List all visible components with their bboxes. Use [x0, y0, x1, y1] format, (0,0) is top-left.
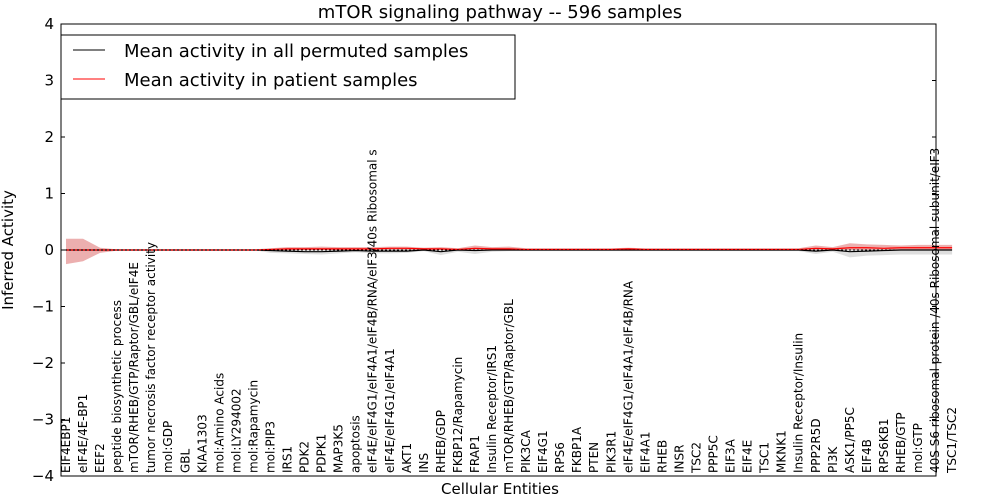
y-tick-label: 3 [44, 72, 54, 90]
x-tick-label: peptide biosynthetic process [110, 300, 124, 473]
chart-title: mTOR signaling pathway -- 596 samples [318, 2, 682, 23]
x-tick-label: AKT1 [400, 443, 414, 473]
legend-label-patient: Mean activity in patient samples [124, 70, 418, 91]
x-tick-label: RPS6KB1 [877, 418, 891, 473]
x-tick-label: ASK1/PP5C [843, 407, 857, 473]
x-tick-label: mol:Amino Acids [212, 373, 226, 473]
x-tick-label: KIAA1303 [195, 414, 209, 473]
x-tick-label: 40S S6 ribosomal protein /40s Ribosomal … [928, 148, 942, 473]
x-tick-label: TSC1 [758, 442, 772, 474]
y-tick-label: −3 [32, 411, 54, 429]
x-tick-label: PDK2 [298, 441, 312, 473]
x-tick-label: mol:PIP3 [263, 421, 277, 473]
x-tick-label: mol:LY294002 [229, 388, 243, 473]
x-tick-label: FRAP1 [468, 435, 482, 473]
y-tick-label: 2 [44, 128, 54, 146]
x-tick-label: PDPK1 [315, 434, 329, 473]
x-tick-label: PPP2R5D [809, 418, 823, 473]
legend-label-permuted: Mean activity in all permuted samples [124, 41, 468, 62]
x-tick-label: IRS1 [281, 446, 295, 473]
x-tick-label: PIK3CA [519, 429, 533, 473]
x-tick-label: eIF4E/4E-BP1 [76, 394, 90, 473]
x-tick-label: eIF4E/eIF4G1/eIF4A1 [383, 348, 397, 473]
y-tick-label: 0 [44, 241, 54, 259]
x-tick-label: EIF4EBP1 [59, 417, 73, 473]
x-tick-label: mTOR/RHEB/GTP/Raptor/GBL/eIF4E [127, 262, 141, 473]
x-tick-label: EIF4A1 [638, 431, 652, 473]
x-tick-label: RPS6 [553, 442, 567, 473]
y-axis-label: Inferred Activity [0, 190, 17, 310]
x-tick-label: INSR [672, 445, 686, 473]
x-tick-label: Insulin Receptor/IRS1 [485, 345, 499, 473]
x-tick-label: TSC1/TSC2 [945, 407, 959, 474]
x-tick-label: EEF2 [93, 443, 107, 473]
y-tick-label: −4 [32, 467, 54, 485]
x-tick-label: Insulin Receptor/Insulin [792, 333, 806, 473]
x-tick-label: PTEN [587, 442, 601, 473]
y-tick-label: −2 [32, 354, 54, 372]
x-tick-label: mol:GDP [161, 421, 175, 473]
x-tick-label: PIK3R1 [604, 431, 618, 473]
y-tick-label: 1 [44, 185, 54, 203]
x-tick-label: FKBP1A [570, 426, 584, 473]
y-tick-label: 4 [44, 15, 54, 33]
x-axis-label: Cellular Entities [441, 480, 559, 498]
x-tick-label: apoptosis [349, 415, 363, 473]
x-tick-label: RHEB [655, 440, 669, 473]
x-tick-label: EIF3A [724, 438, 738, 473]
x-tick-label: eIF4E/eIF4G1/eIF4A1/eIF4B/RNA [621, 280, 635, 473]
x-tick-label: mTOR/RHEB/GTP/Raptor/GBL [502, 299, 516, 473]
x-tick-label: EIF4G1 [536, 430, 550, 473]
x-tick-label: PPP5C [707, 435, 721, 473]
x-tick-label: MKNK1 [775, 430, 789, 473]
y-tick-label: −1 [32, 298, 54, 316]
x-tick-label: RHEB/GDP [434, 410, 448, 473]
x-tick-label: RHEB/GTP [894, 412, 908, 473]
x-tick-label: eIF4E/eIF4G1/eIF4A1/eIF4B/RNA/eIF3/40s R… [366, 149, 380, 473]
x-tick-label: tumor necrosis factor receptor activity [144, 242, 158, 473]
x-tick-label: mol:GTP [911, 423, 925, 473]
x-tick-label: TSC2 [689, 442, 703, 474]
x-tick-label: mol:Rapamycin [246, 380, 260, 473]
x-tick-label: PI3K [826, 446, 840, 473]
x-tick-label: MAP3K5 [332, 424, 346, 473]
x-tick-label: FKBP12/Rapamycin [451, 357, 465, 473]
x-tick-label: EIF4E [741, 440, 755, 473]
x-tick-label: EIF4B [860, 439, 874, 473]
legend: Mean activity in all permuted samples Me… [60, 34, 516, 100]
legend-box [60, 34, 516, 100]
x-tick-label: INS [417, 453, 431, 473]
x-tick-label: GBL [178, 448, 192, 473]
